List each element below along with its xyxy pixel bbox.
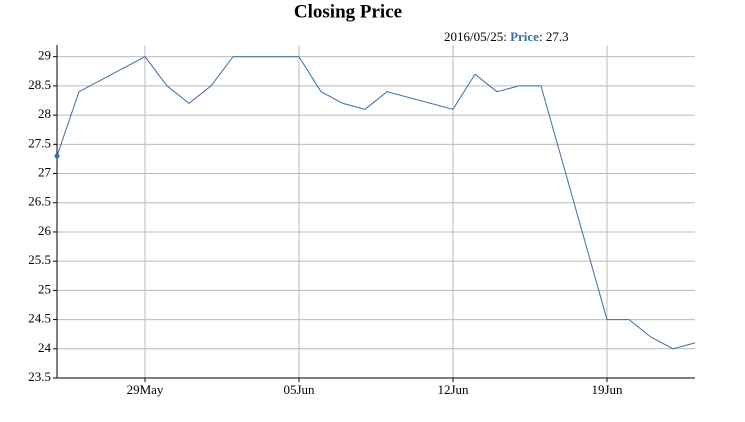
y-tick-label: 24.5 — [28, 311, 51, 326]
y-tick-label: 28 — [38, 106, 51, 121]
y-tick-label: 29 — [38, 48, 51, 63]
y-tick-label: 26 — [38, 223, 52, 238]
legend-separator: : — [539, 29, 543, 44]
legend-series: Price — [510, 29, 539, 44]
chart-title: Closing Price — [294, 1, 402, 22]
y-tick-label: 27.5 — [28, 135, 51, 150]
y-tick-label: 26.5 — [28, 194, 51, 209]
x-tick-label: 12Jun — [437, 382, 469, 397]
y-tick-label: 28.5 — [28, 77, 51, 92]
x-tick-label: 29May — [127, 382, 164, 397]
y-tick-label: 24 — [38, 340, 52, 355]
x-tick-label: 05Jun — [283, 382, 315, 397]
x-tick-label: 19Jun — [591, 382, 623, 397]
highlight-point — [54, 153, 60, 159]
legend-value: 27.3 — [546, 29, 569, 44]
y-tick-label: 27 — [38, 165, 52, 180]
line-series — [56, 56, 696, 350]
legend: 2016/05/25: Price: 27.3 — [444, 29, 569, 44]
y-tick-label: 23.5 — [28, 369, 51, 384]
legend-date: 2016/05/25: — [444, 29, 507, 44]
y-tick-label: 25 — [38, 281, 51, 296]
y-tick-label: 25.5 — [28, 252, 51, 267]
